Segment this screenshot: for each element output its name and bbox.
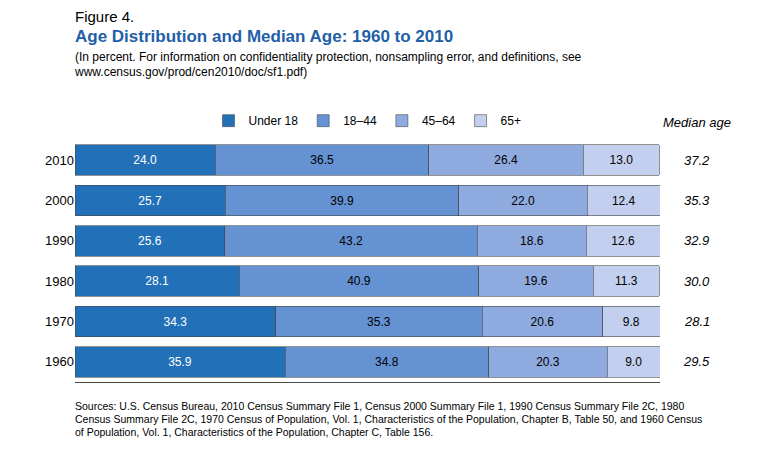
svg-text:20.6: 20.6 bbox=[531, 315, 555, 329]
svg-text:19.6: 19.6 bbox=[524, 274, 548, 288]
svg-text:35.9: 35.9 bbox=[168, 355, 192, 369]
svg-text:65+: 65+ bbox=[501, 114, 521, 128]
svg-text:43.2: 43.2 bbox=[339, 234, 363, 248]
svg-text:Median age: Median age bbox=[663, 115, 731, 130]
html-text:Age Distribution and Median Ag: Age Distribution and Median Age: 1960 to… bbox=[75, 27, 454, 46]
svg-text:37.2: 37.2 bbox=[684, 153, 710, 168]
svg-text:13.0: 13.0 bbox=[610, 153, 634, 167]
svg-text:39.9: 39.9 bbox=[330, 194, 354, 208]
svg-text:28.1: 28.1 bbox=[145, 274, 169, 288]
svg-text:9.8: 9.8 bbox=[623, 315, 640, 329]
svg-text:1960: 1960 bbox=[45, 354, 74, 369]
svg-text:25.7: 25.7 bbox=[138, 194, 162, 208]
svg-text:29.5: 29.5 bbox=[683, 354, 710, 369]
svg-text:25.6: 25.6 bbox=[138, 234, 162, 248]
svg-text:35.3: 35.3 bbox=[684, 193, 710, 208]
svg-text:2000: 2000 bbox=[45, 193, 74, 208]
html-text:(In percent. For information o: (In percent. For information on confiden… bbox=[75, 50, 582, 79]
svg-text:35.3: 35.3 bbox=[367, 315, 391, 329]
svg-text:36.5: 36.5 bbox=[310, 153, 334, 167]
html-text:Figure 4.: Figure 4. bbox=[75, 8, 135, 25]
svg-text:12.6: 12.6 bbox=[611, 234, 635, 248]
svg-text:9.0: 9.0 bbox=[625, 355, 642, 369]
svg-text:26.4: 26.4 bbox=[494, 153, 518, 167]
svg-text:24.0: 24.0 bbox=[133, 153, 157, 167]
svg-text:1990: 1990 bbox=[45, 233, 74, 248]
svg-text:34.8: 34.8 bbox=[375, 355, 399, 369]
svg-text:18–44: 18–44 bbox=[343, 114, 377, 128]
svg-text:20.3: 20.3 bbox=[536, 355, 560, 369]
svg-text:1970: 1970 bbox=[45, 314, 74, 329]
html-text:Sources: U.S. Census Bureau, 2: Sources: U.S. Census Bureau, 2010 Census… bbox=[75, 400, 703, 438]
svg-text:34.3: 34.3 bbox=[163, 315, 187, 329]
svg-text:2010: 2010 bbox=[45, 153, 74, 168]
svg-text:45–64: 45–64 bbox=[422, 114, 456, 128]
svg-text:22.0: 22.0 bbox=[511, 194, 535, 208]
svg-text:32.9: 32.9 bbox=[684, 233, 709, 248]
svg-text:1980: 1980 bbox=[45, 274, 74, 289]
svg-text:28.1: 28.1 bbox=[684, 314, 710, 329]
svg-text:Under 18: Under 18 bbox=[249, 114, 299, 128]
svg-text:40.9: 40.9 bbox=[347, 274, 371, 288]
svg-text:18.6: 18.6 bbox=[520, 234, 544, 248]
svg-text:30.0: 30.0 bbox=[684, 274, 710, 289]
svg-text:11.3: 11.3 bbox=[615, 274, 638, 288]
svg-text:12.4: 12.4 bbox=[612, 194, 636, 208]
